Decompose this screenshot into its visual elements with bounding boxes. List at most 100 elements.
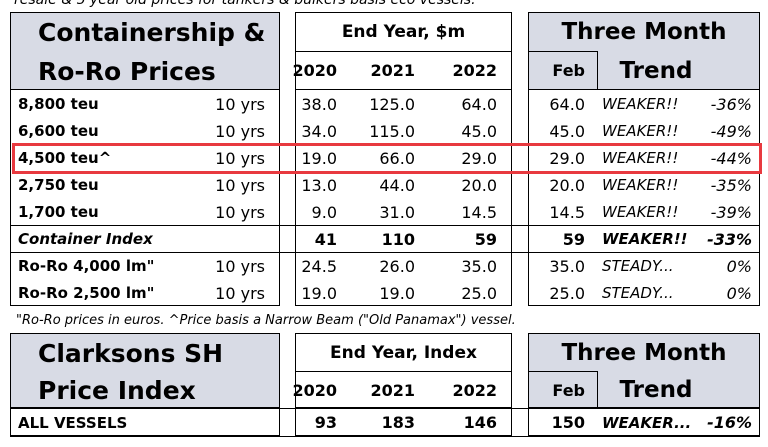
row-value: 13.0 <box>301 175 337 195</box>
row-value: 41 <box>314 229 337 249</box>
row-age: 10 yrs <box>215 256 265 276</box>
trend-value: WEAKER!! <box>602 230 688 248</box>
change-value: -36% <box>710 94 752 114</box>
row-value: 19.0 <box>301 148 337 168</box>
trend-value: WEAKER... <box>602 413 692 432</box>
row-name: 6,600 teu <box>18 122 99 140</box>
trend-value: STEADY... <box>602 257 674 275</box>
month-value: 35.0 <box>549 256 585 276</box>
trend-value: WEAKER!! <box>602 122 679 140</box>
month-value: 20.0 <box>549 175 585 195</box>
row-name: ALL VESSELS <box>18 413 128 432</box>
row-value: 24.5 <box>301 256 337 276</box>
trend-value: WEAKER!! <box>602 176 679 194</box>
year-header: 2021 <box>370 380 415 400</box>
end-year-header: End Year, Index <box>330 342 477 363</box>
row-name: 1,700 teu <box>18 203 99 221</box>
row-value: 146 <box>463 413 497 432</box>
rule <box>10 408 760 409</box>
row-name: 8,800 teu <box>18 95 99 113</box>
highlight <box>12 143 762 174</box>
row-value: 25.0 <box>461 283 497 303</box>
row-value: 26.0 <box>379 256 415 276</box>
row-age: 10 yrs <box>215 94 265 114</box>
trend-header: Three Month <box>561 18 727 45</box>
title-line: Containership & <box>38 17 266 47</box>
month-value: 150 <box>551 413 585 432</box>
row-name: Container Index <box>18 230 153 248</box>
trend-value: WEAKER!! <box>602 203 679 221</box>
row-name: 4,500 teu^ <box>18 149 112 167</box>
row-age: 10 yrs <box>215 148 265 168</box>
row-age: 10 yrs <box>215 175 265 195</box>
trend-value: WEAKER!! <box>602 95 679 113</box>
row-value: 59 <box>474 229 497 249</box>
trend-label: Trend <box>619 57 693 84</box>
end-year-header: End Year, $m <box>341 21 466 42</box>
row-value: 29.0 <box>461 148 497 168</box>
title-line: Ro-Ro Prices <box>38 56 216 86</box>
change-value: -33% <box>707 229 752 249</box>
rule <box>10 436 760 437</box>
row-value: 66.0 <box>379 148 415 168</box>
month-value: 64.0 <box>549 94 585 114</box>
row-value: 20.0 <box>461 175 497 195</box>
change-value: -35% <box>710 175 752 195</box>
row-value: 9.0 <box>311 202 337 222</box>
row-value: 110 <box>381 229 415 249</box>
rule <box>10 225 760 226</box>
left-header <box>10 333 280 408</box>
left-header <box>10 12 280 90</box>
row-value: 35.0 <box>461 256 497 276</box>
row-value: 183 <box>381 413 415 432</box>
row-value: 19.0 <box>301 283 337 303</box>
change-value: -39% <box>710 202 752 222</box>
year-header: 2020 <box>292 380 337 400</box>
rule <box>295 51 512 52</box>
rule <box>10 252 760 253</box>
trend-value: WEAKER!! <box>602 149 679 167</box>
row-name: Ro-Ro 2,500 lm" <box>18 284 155 302</box>
trend-header: Three Month <box>561 339 727 366</box>
row-value: 34.0 <box>301 121 337 141</box>
change-value: -49% <box>710 121 752 141</box>
year-header: 2022 <box>452 61 497 80</box>
year-header: 2020 <box>292 61 337 80</box>
rule <box>295 370 512 372</box>
row-value: 93 <box>314 413 337 432</box>
month-value: 59 <box>562 229 585 249</box>
month-header: Feb <box>552 380 585 400</box>
change-value: -16% <box>707 413 752 432</box>
year-header: 2022 <box>452 380 497 400</box>
row-age: 10 yrs <box>215 121 265 141</box>
change-value: -44% <box>710 148 752 168</box>
trend-label: Trend <box>619 377 693 403</box>
month-cell <box>528 51 598 90</box>
row-value: 125.0 <box>369 94 415 114</box>
month-value: 29.0 <box>549 148 585 168</box>
row-value: 19.0 <box>379 283 415 303</box>
title-line: Clarksons SH <box>38 338 224 368</box>
row-name: 2,750 teu <box>18 176 99 194</box>
month-value: 14.5 <box>549 202 585 222</box>
month-value: 25.0 <box>549 283 585 303</box>
change-value: 0% <box>726 283 752 303</box>
month-value: 45.0 <box>549 121 585 141</box>
footnote: "Ro-Ro prices in euros. ^Price basis a N… <box>16 312 516 328</box>
row-age: 10 yrs <box>215 283 265 303</box>
row-name: Ro-Ro 4,000 lm" <box>18 257 155 275</box>
top-note: resale & 5 year old prices for tankers &… <box>14 0 476 8</box>
row-value: 115.0 <box>369 121 415 141</box>
row-value: 31.0 <box>379 202 415 222</box>
trend-value: STEADY... <box>602 284 674 302</box>
row-age: 10 yrs <box>215 202 265 222</box>
title-line: Price Index <box>38 376 196 405</box>
row-value: 64.0 <box>461 94 497 114</box>
row-value: 44.0 <box>379 175 415 195</box>
change-value: 0% <box>726 256 752 276</box>
row-value: 45.0 <box>461 121 497 141</box>
year-header: 2021 <box>370 61 415 80</box>
row-value: 38.0 <box>301 94 337 114</box>
month-header: Feb <box>552 61 585 80</box>
